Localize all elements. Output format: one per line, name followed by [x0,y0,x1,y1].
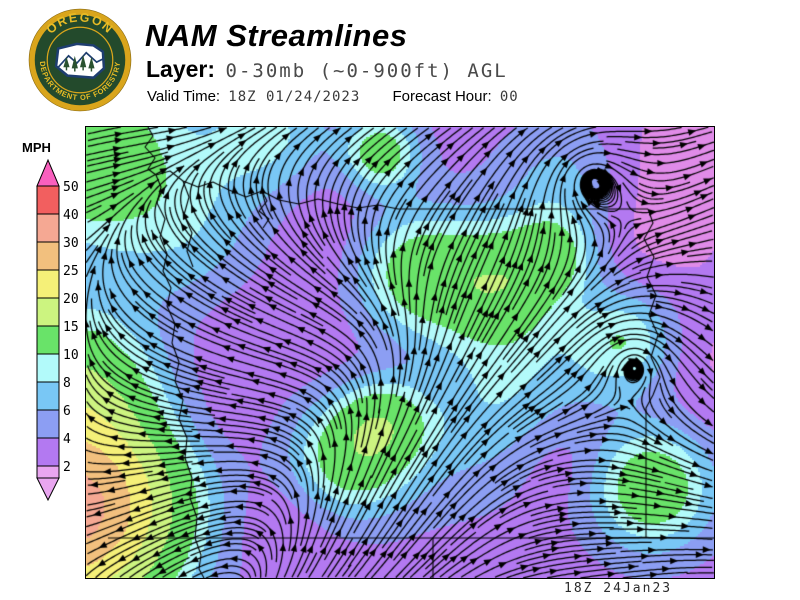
forecast-hour-label: Forecast Hour: [392,88,492,105]
legend-tick-label: 6 [63,404,71,419]
valid-time-row: Valid Time: 18Z 01/24/2023 Forecast Hour… [147,88,519,105]
legend-color-segment [36,185,60,215]
logo-mountain-line [57,51,104,68]
logo-inner-ring [46,26,114,94]
layer-row: Layer: 0-30mb (~0-900ft) AGL [146,56,508,83]
page-title: NAM Streamlines [145,18,408,53]
legend-color-segment [36,409,60,439]
streamline-canvas [86,127,714,578]
legend-color-segment [36,241,60,271]
valid-time-value: 18Z 01/24/2023 [228,89,361,105]
map-timestamp: 18Z 24Jan23 [564,581,673,596]
forecast-hour-value: 00 [499,89,519,105]
legend-bottom-block [36,465,60,479]
legend-tick-label: 50 [63,180,79,195]
legend-color-segment [36,269,60,299]
legend-tick-label: 30 [63,236,79,251]
legend-bottom-arrow [36,477,60,502]
legend-tick-label: 2 [63,460,71,475]
wind-speed-colorbar: 50 40 30 25 20 15 10 8 6 4 2 [36,158,79,502]
legend-color-segment [36,353,60,383]
layer-label: Layer: [146,56,216,82]
legend-top-arrow [36,158,60,187]
layer-value: 0-30mb (~0-900ft) AGL [225,60,508,82]
legend-tick-label: 20 [63,292,79,307]
legend-units-label: MPH [22,140,51,155]
legend-color-segment [36,297,60,327]
legend-color-segment [36,437,60,467]
logo-trees [63,54,95,72]
odf-logo-icon: OREGON DEPARTMENT OF FORESTRY [28,8,132,112]
legend-tick-label: 40 [63,208,79,223]
legend-tick-label: 15 [63,320,79,335]
legend-tick-label: 10 [63,348,79,363]
legend-tick-label: 4 [63,432,71,447]
valid-time-label: Valid Time: [147,88,221,105]
streamline-map [85,126,715,579]
legend-color-segment [36,325,60,355]
legend-color-segment [36,381,60,411]
legend-tick-label: 8 [63,376,71,391]
legend-color-segment [36,213,60,243]
legend-tick-label: 25 [63,264,79,279]
